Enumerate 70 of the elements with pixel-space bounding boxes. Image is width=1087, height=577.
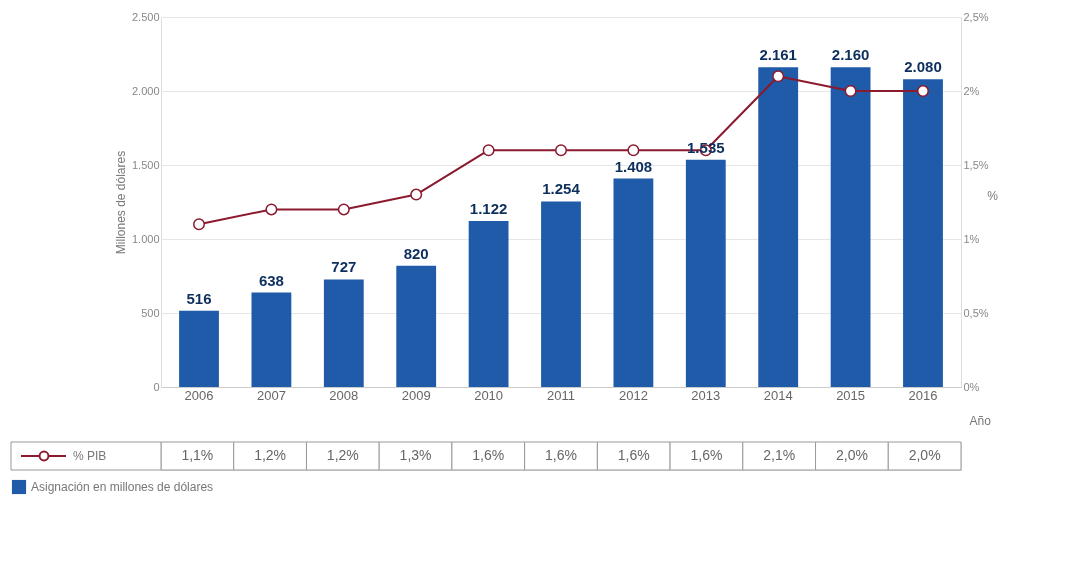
bar xyxy=(251,292,292,387)
y-tick-label: 1.000 xyxy=(131,232,160,245)
y2-tick-label: 0,5% xyxy=(963,306,989,319)
x-tick-label: 2010 xyxy=(474,387,504,403)
x-tick-label: 2007 xyxy=(256,387,286,403)
point xyxy=(555,144,567,157)
bar xyxy=(323,279,364,387)
bar xyxy=(179,310,219,387)
data-label: 1,6% xyxy=(690,447,723,463)
y2-tick-label: 2,5% xyxy=(963,10,989,23)
data-label: 2,1% xyxy=(763,447,796,463)
x-tick-label: 2013 xyxy=(691,387,721,403)
x-tick-label: 2015 xyxy=(836,387,866,403)
y-axis-title: Millones de dólares xyxy=(113,150,128,255)
data-label: 516 xyxy=(186,289,212,307)
data-label: 2,0% xyxy=(908,447,941,463)
point xyxy=(627,144,640,157)
point xyxy=(265,203,278,216)
y-tick-label: 1.500 xyxy=(131,158,160,171)
y-tick-label: 2.000 xyxy=(131,84,160,97)
x-tick-label: 2006 xyxy=(184,387,214,403)
data-label: 2.160 xyxy=(831,46,870,64)
x-axis-title: Año xyxy=(969,413,992,428)
y-tick-label: 2.500 xyxy=(131,10,160,23)
data-label: 2.080 xyxy=(904,58,942,76)
x-tick-label: 2016 xyxy=(908,387,938,403)
bar xyxy=(396,265,437,387)
data-label: 638 xyxy=(258,271,284,289)
data-label: 1.254 xyxy=(542,180,581,198)
data-label: 1,2% xyxy=(326,447,359,463)
bar xyxy=(613,178,654,387)
bar xyxy=(903,79,943,387)
data-label: 2,0% xyxy=(835,447,868,463)
x-tick-label: 2009 xyxy=(401,387,431,403)
y-tick-label: 500 xyxy=(141,306,160,319)
point xyxy=(917,85,929,97)
data-label: 1,6% xyxy=(617,447,650,463)
data-label: 1,1% xyxy=(181,447,214,463)
x-tick-label: 2012 xyxy=(618,387,648,403)
point xyxy=(410,188,423,201)
data-label: 727 xyxy=(331,258,357,276)
y2-tick-label: 1% xyxy=(963,232,980,245)
point xyxy=(482,144,495,157)
x-tick-label: 2014 xyxy=(763,387,793,403)
data-label: 1,3% xyxy=(399,447,432,463)
bar xyxy=(541,201,581,387)
data-label: 2.161 xyxy=(759,46,797,64)
bar xyxy=(468,220,509,387)
point xyxy=(844,85,857,97)
point xyxy=(193,218,205,231)
data-label: 820 xyxy=(403,244,429,262)
legend-label: % PIB xyxy=(73,449,107,463)
x-tick-label: 2008 xyxy=(329,387,359,403)
y2-tick-label: 1,5% xyxy=(963,158,989,171)
bar xyxy=(830,67,871,387)
data-label: 1,2% xyxy=(254,447,287,463)
data-label: 1,6% xyxy=(545,447,577,463)
point xyxy=(772,70,785,83)
bar xyxy=(685,159,726,387)
data-label: 1.408 xyxy=(614,157,653,175)
point xyxy=(337,203,350,216)
y2-tick-label: 2% xyxy=(963,84,980,97)
y2-axis-title: % xyxy=(987,188,999,203)
data-label: 1.122 xyxy=(469,199,508,217)
y-tick-label: 0 xyxy=(153,380,160,393)
x-tick-label: 2011 xyxy=(547,387,575,403)
bar xyxy=(758,67,799,387)
legend-label: Asignación en millones de dólares xyxy=(31,480,214,494)
y2-tick-label: 0% xyxy=(963,380,980,393)
data-label: 1,6% xyxy=(472,447,505,463)
